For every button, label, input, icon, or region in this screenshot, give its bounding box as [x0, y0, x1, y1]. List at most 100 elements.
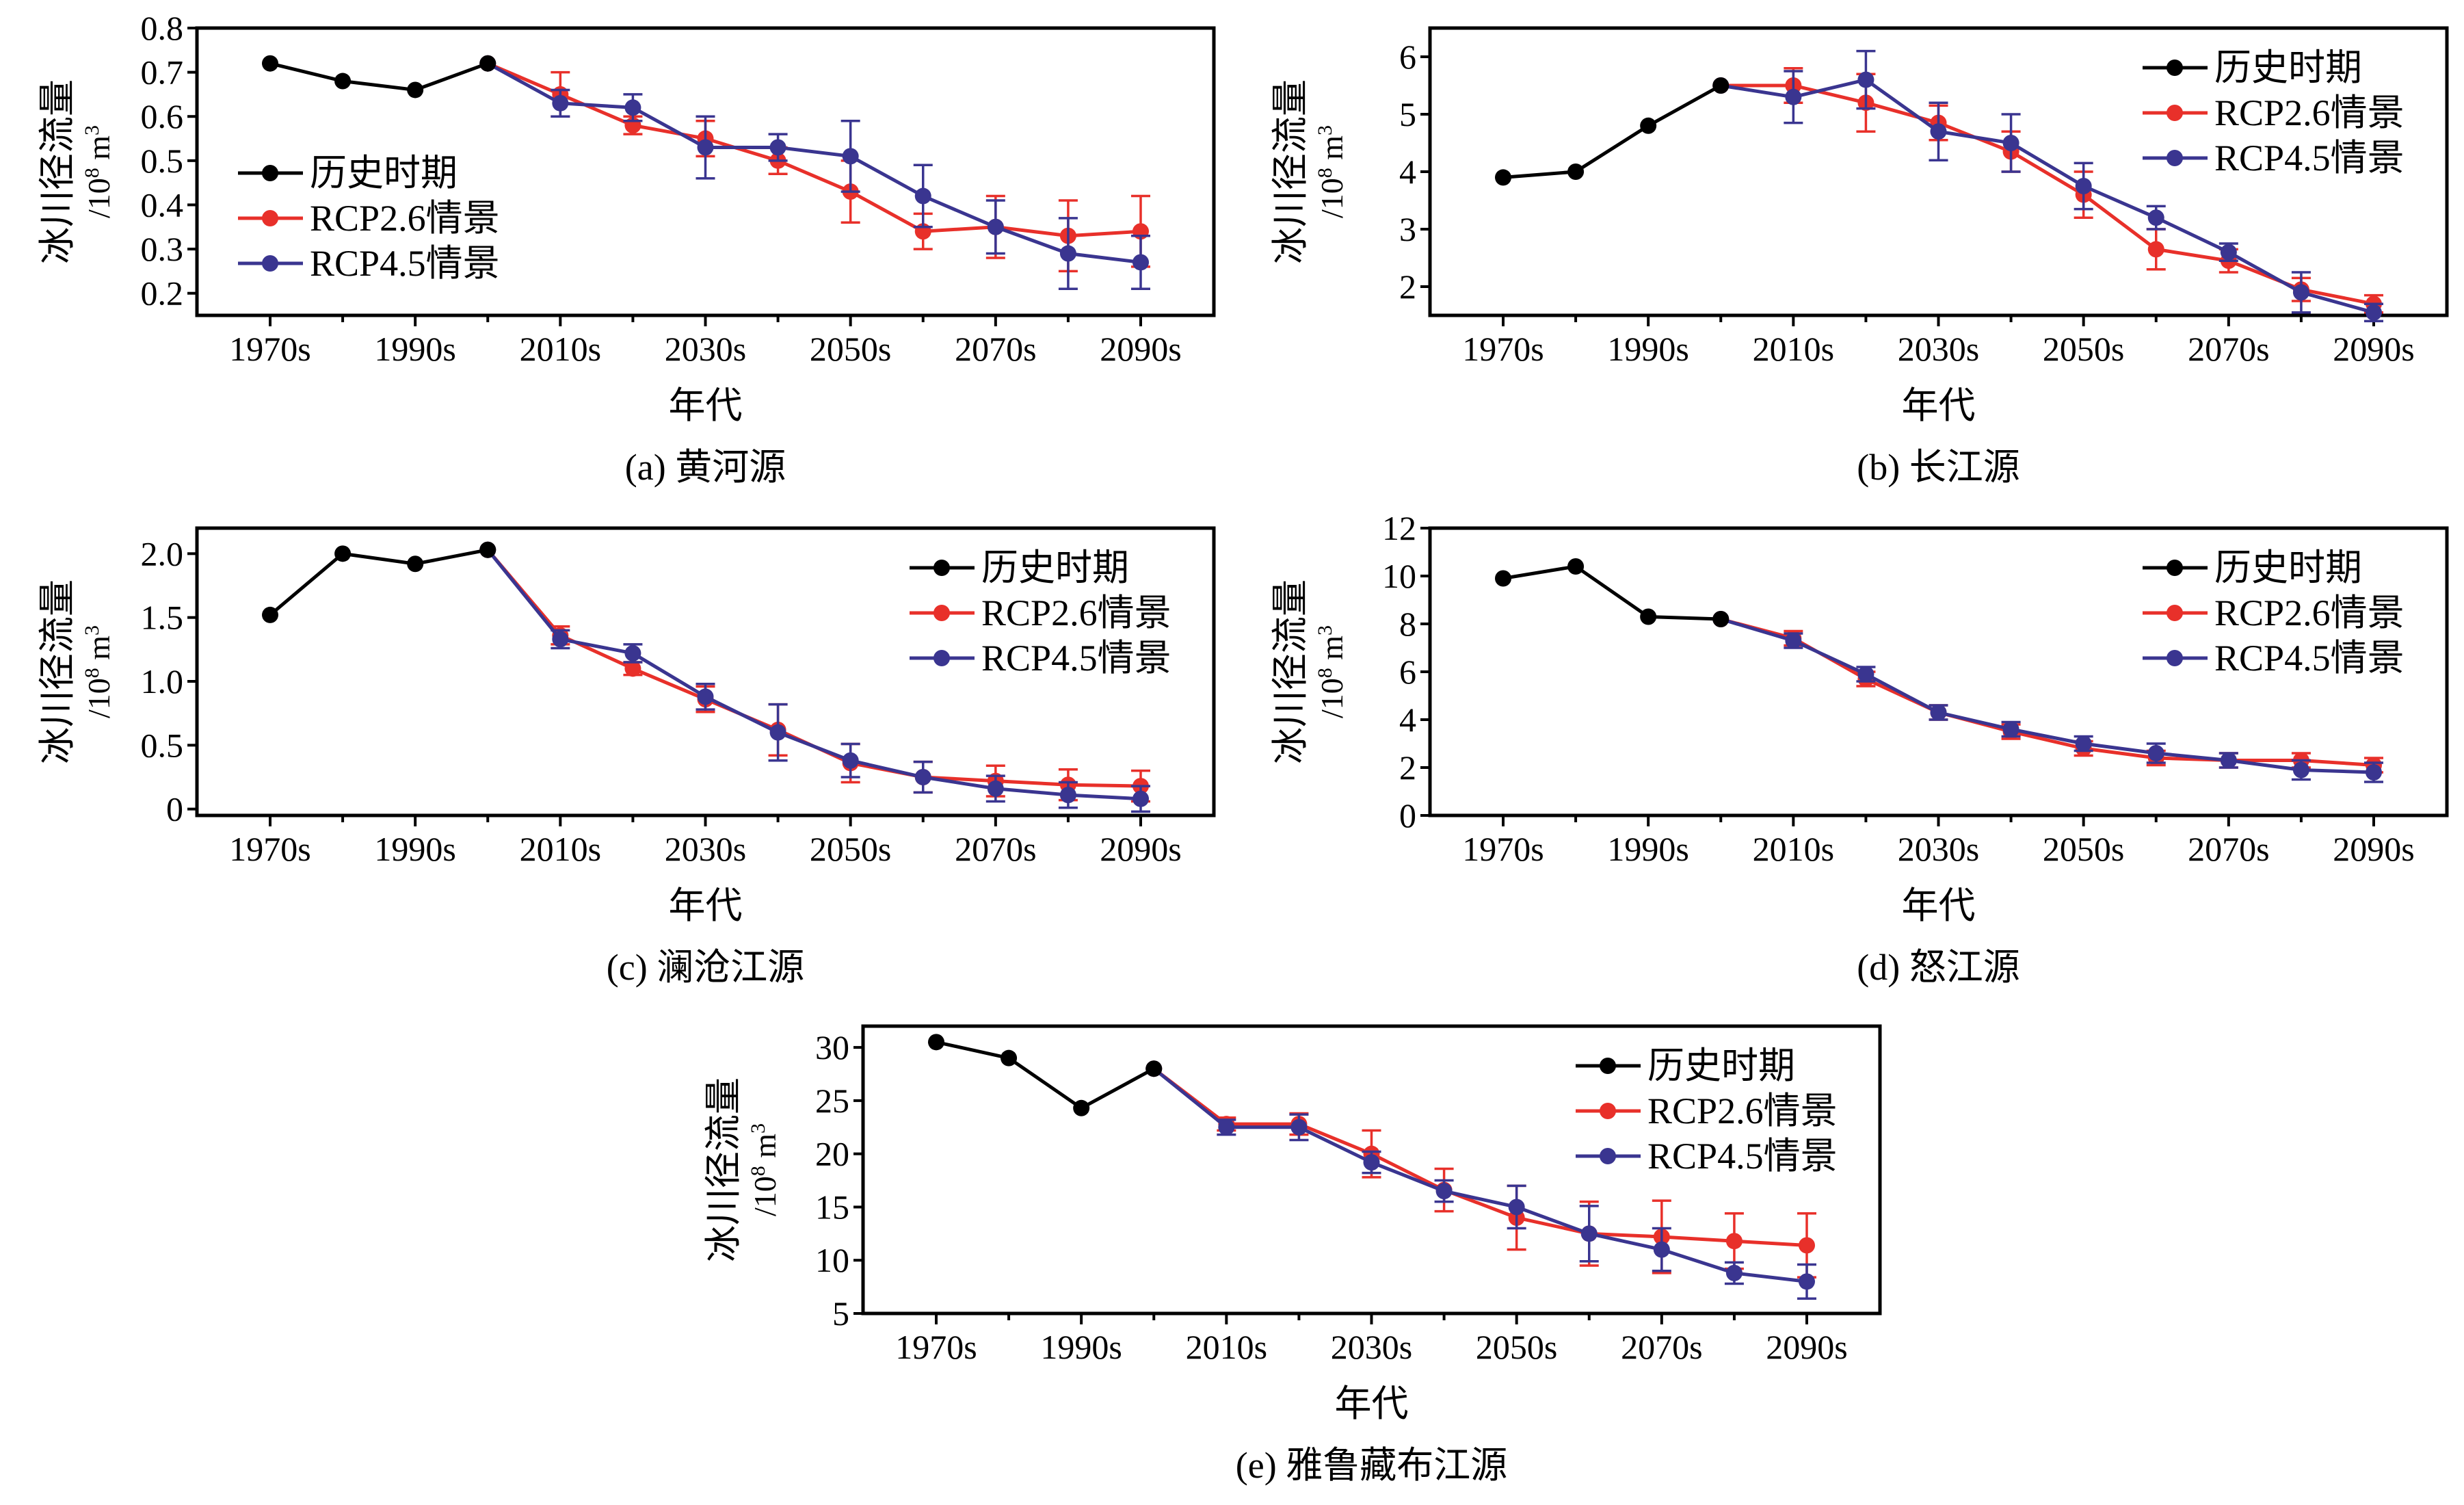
chart-panel-e: 5 10 15 20 25 30 1970s 1990s 2010s 2030s 2050s 2070… [703, 1024, 1882, 1486]
x-tick-label: 1990s [374, 830, 455, 868]
x-tick-label: 2070s [955, 330, 1036, 368]
data-point [2366, 304, 2382, 321]
legend-label: RCP2.6情景 [981, 592, 1171, 633]
legend-swatch-marker [262, 255, 278, 272]
y-tick-label: 20 [815, 1135, 849, 1173]
x-tick-label: 2070s [2188, 830, 2269, 868]
y-tick-label: 4 [1399, 701, 1416, 739]
panel-caption: (e) 雅鲁藏布江源 [1236, 1445, 1507, 1486]
series-line [269, 548, 488, 616]
series-line [1502, 564, 1721, 621]
y-tick-label: 4 [1399, 153, 1416, 191]
data-point [2366, 764, 2382, 781]
x-tick-label: 1970s [229, 330, 310, 368]
data-point [842, 752, 859, 769]
legend-label: RCP2.6情景 [1647, 1090, 1838, 1131]
data-point [987, 218, 1004, 235]
y-tick-label: 2.0 [141, 534, 184, 573]
data-point [624, 99, 641, 116]
data-point [1712, 611, 1730, 627]
data-point [1567, 163, 1585, 180]
panel-caption: (a) 黄河源 [625, 447, 786, 488]
legend-swatch-marker [1600, 1148, 1616, 1164]
legend-label: RCP2.6情景 [2214, 92, 2405, 133]
y-axis-unit: /108 m3 [1314, 125, 1349, 218]
x-tick-label: 2090s [2333, 830, 2414, 868]
series-line [936, 1040, 1155, 1110]
y-tick-label: 25 [815, 1082, 849, 1120]
data-point [2220, 752, 2237, 769]
data-point [624, 660, 641, 677]
x-axis-title: 年代 [1902, 885, 1976, 926]
y-tick-label: 12 [1382, 509, 1416, 547]
x-tick-label: 2030s [1331, 1328, 1412, 1366]
y-tick-label: 0.5 [141, 142, 184, 180]
panel-caption: (b) 长江源 [1857, 447, 2019, 488]
data-point [842, 148, 859, 165]
data-point [1059, 245, 1076, 262]
y-axis-title: 冰川径流量 [1270, 79, 1311, 264]
y-tick-label: 8 [1399, 605, 1416, 643]
data-point [2147, 745, 2164, 761]
data-point [1640, 608, 1657, 625]
series-rcp45 [1712, 611, 2383, 783]
series-historical [928, 1034, 1163, 1116]
x-tick-label: 1990s [1607, 830, 1688, 868]
y-axis-unit: /108 m3 [81, 625, 116, 718]
x-tick-label: 2010s [520, 830, 601, 868]
x-axis-title: 年代 [669, 885, 743, 926]
data-point [479, 541, 496, 558]
data-point [1073, 1099, 1090, 1116]
legend-label: 历史时期 [2214, 547, 2362, 588]
data-point [1580, 1225, 1598, 1242]
x-tick-label: 2030s [665, 830, 746, 868]
x-tick-label: 2090s [1100, 330, 1181, 368]
data-point [1857, 71, 1875, 88]
y-tick-label: 30 [815, 1028, 849, 1066]
y-tick-label: 0.4 [141, 185, 184, 224]
y-tick-label: 0 [1399, 796, 1416, 835]
x-tick-label: 2050s [810, 330, 891, 368]
y-tick-label: 10 [1382, 557, 1416, 595]
data-point [552, 631, 569, 648]
data-point [914, 769, 931, 785]
y-tick-label: 6 [1399, 653, 1416, 691]
legend-swatch-marker [262, 165, 278, 181]
x-tick-label: 2070s [1621, 1328, 1702, 1366]
series-line [486, 549, 1141, 801]
x-tick-label: 1970s [229, 830, 310, 868]
legend-label: RCP4.5情景 [1647, 1136, 1838, 1177]
data-point [2292, 284, 2309, 301]
y-axis-title: 冰川径流量 [1270, 579, 1311, 764]
data-point [1001, 1049, 1018, 1066]
data-point [1857, 666, 1875, 683]
data-point [697, 139, 714, 156]
data-point [1132, 790, 1149, 807]
data-point [262, 55, 278, 72]
data-point [1785, 632, 1802, 649]
series-line [1720, 617, 2374, 774]
legend-swatch-marker [2167, 60, 2183, 76]
data-point [987, 780, 1004, 797]
legend-swatch-marker [2167, 560, 2183, 576]
x-tick-label: 1970s [895, 1328, 977, 1366]
y-axis-title: 冰川径流量 [703, 1077, 744, 1262]
data-point [2002, 135, 2019, 151]
y-axis-title: 冰川径流量 [37, 579, 78, 764]
chart-panel-b: 2 3 4 5 6 1970s 1990s 2010s 2030s 2050s 2070s 2090s… [1270, 26, 2449, 488]
data-point [1508, 1199, 1525, 1216]
data-point [697, 688, 714, 705]
data-point [769, 139, 786, 156]
chart-panel-d: 0 2 4 6 8 10 12 1970s 1990s 2010s 2030s 2050s 2070s 2… [1270, 509, 2449, 988]
data-point [2220, 244, 2237, 261]
y-tick-label: 10 [815, 1241, 849, 1279]
y-axis-unit: /108 m3 [1314, 625, 1349, 718]
legend-label: RCP2.6情景 [2214, 592, 2405, 633]
data-point [1363, 1154, 1380, 1171]
legend-label: RCP4.5情景 [310, 243, 500, 284]
data-point [2292, 761, 2309, 778]
